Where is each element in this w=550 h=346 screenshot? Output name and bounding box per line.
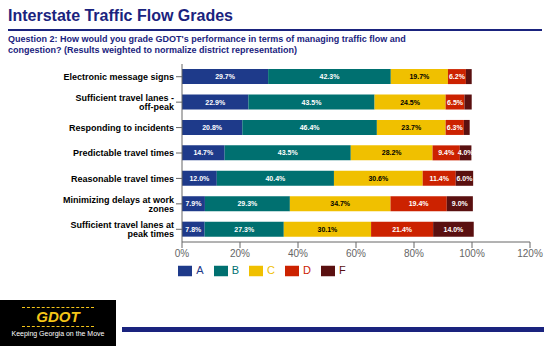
html-text:Interstate Traffic Flow Grades: Interstate Traffic Flow Grades (8, 7, 233, 24)
svg-text:6.5%: 6.5% (447, 99, 464, 106)
svg-text:34.7%: 34.7% (330, 200, 351, 207)
svg-text:30.6%: 30.6% (368, 175, 389, 182)
svg-text:Minimizing delays at workzones: Minimizing delays at workzones (63, 195, 175, 214)
svg-text:Sufficient travel lanes atpeak: Sufficient travel lanes atpeak times (70, 220, 174, 239)
svg-text:6.0%: 6.0% (456, 175, 473, 182)
svg-text:23.7%: 23.7% (401, 124, 422, 131)
svg-text:19.4%: 19.4% (409, 200, 430, 207)
svg-text:14.7%: 14.7% (193, 149, 214, 156)
svg-text:29.7%: 29.7% (215, 73, 236, 80)
svg-text:20.8%: 20.8% (202, 124, 223, 131)
html-text:Question 2: How would you grad: Question 2: How would you grade GDOT's p… (8, 34, 406, 55)
svg-text:14.0%: 14.0% (444, 226, 465, 233)
svg-text:19.7%: 19.7% (409, 73, 430, 80)
svg-text:60%: 60% (346, 248, 366, 259)
svg-text:80%: 80% (404, 248, 424, 259)
svg-text:4.0%: 4.0% (458, 149, 475, 156)
svg-text:20%: 20% (230, 248, 250, 259)
svg-text:0%: 0% (175, 248, 190, 259)
svg-text:43.5%: 43.5% (302, 99, 323, 106)
svg-text:7.9%: 7.9% (185, 200, 202, 207)
svg-text:6.2%: 6.2% (449, 73, 466, 80)
html-text:F: F (338, 264, 346, 276)
svg-text:9.4%: 9.4% (438, 149, 455, 156)
svg-text:7.8%: 7.8% (185, 226, 202, 233)
svg-text:27.3%: 27.3% (234, 226, 255, 233)
html-text:C: C (267, 264, 275, 276)
svg-text:Predictable travel times: Predictable travel times (73, 148, 174, 158)
html-text:Keeping Georgia on the Move: Keeping Georgia on the Move (11, 330, 105, 337)
svg-text:28.2%: 28.2% (382, 149, 403, 156)
html-text:GDOT: GDOT (36, 308, 80, 325)
html-text:D: D (303, 264, 311, 276)
svg-text:29.3%: 29.3% (237, 200, 258, 207)
svg-text:21.4%: 21.4% (392, 226, 413, 233)
svg-text:24.5%: 24.5% (400, 99, 421, 106)
svg-text:30.1%: 30.1% (318, 226, 339, 233)
svg-text:Electronic message signs: Electronic message signs (63, 72, 174, 82)
svg-text:100%: 100% (459, 248, 485, 259)
svg-text:Responding to incidents: Responding to incidents (69, 123, 174, 133)
svg-text:22.9%: 22.9% (205, 99, 226, 106)
svg-text:11.4%: 11.4% (429, 175, 449, 182)
html-text:B: B (231, 264, 239, 276)
svg-text:Sufficient travel lanes -off-p: Sufficient travel lanes -off-peak (75, 93, 175, 112)
html-text:A: A (196, 264, 204, 276)
svg-text:40.4%: 40.4% (265, 175, 286, 182)
svg-text:12.0%: 12.0% (189, 175, 210, 182)
svg-text:42.3%: 42.3% (320, 73, 341, 80)
svg-text:120%: 120% (517, 248, 543, 259)
svg-text:40%: 40% (288, 248, 308, 259)
svg-text:46.4%: 46.4% (300, 124, 321, 131)
svg-text:6.3%: 6.3% (447, 124, 464, 131)
svg-text:Reasonable travel times: Reasonable travel times (71, 174, 174, 184)
svg-text:43.5%: 43.5% (278, 149, 299, 156)
svg-text:9.0%: 9.0% (452, 200, 469, 207)
